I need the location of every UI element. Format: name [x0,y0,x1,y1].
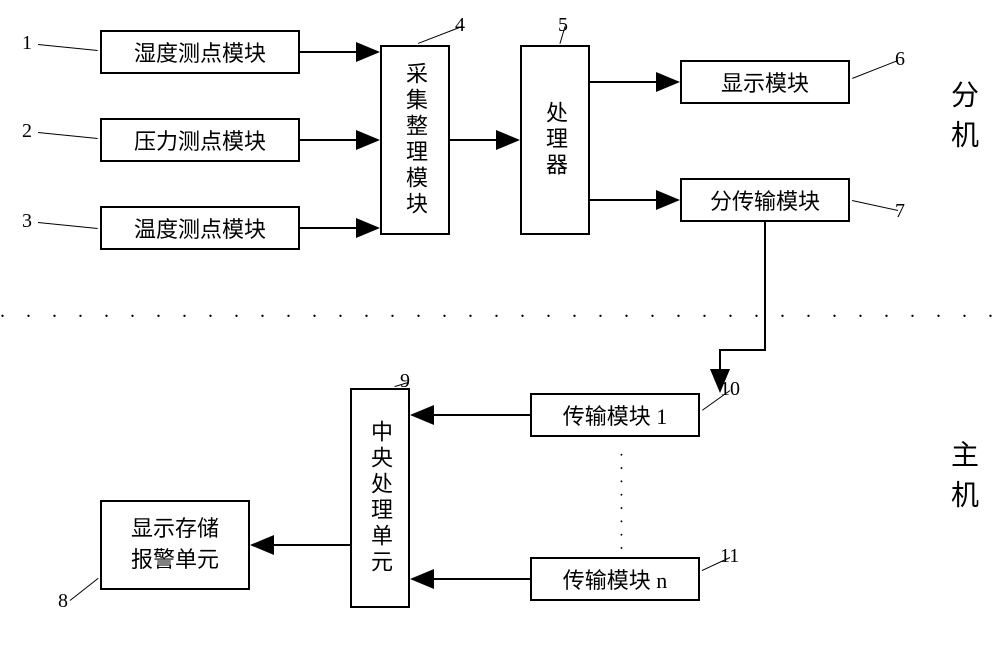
leader-l6 [852,60,898,79]
node-n1: 湿度测点模块 [100,30,300,74]
label-l8: 8 [58,590,68,613]
label-l9: 9 [400,370,410,393]
node-n7: 分传输模块 [680,178,850,222]
node-n5: 处理器 [520,45,590,235]
leader-l7 [852,200,898,211]
leader-l3 [38,222,98,229]
label-l1: 1 [22,32,32,55]
vertical-ellipsis: · · · · · · · · [611,452,629,553]
label-l2: 2 [22,120,32,143]
label-l3: 3 [22,210,32,233]
node-n9: 中央处理单元 [350,388,410,608]
leader-l2 [38,132,98,139]
node-n3: 温度测点模块 [100,206,300,250]
node-n10: 传输模块 1 [530,393,700,437]
label-l7: 7 [895,200,905,223]
section-label-top: 分机 [942,80,982,160]
node-n11: 传输模块 n [530,557,700,601]
section-label-bottom: 主机 [942,440,982,520]
node-n4: 采集整理模块 [380,45,450,235]
node-n2: 压力测点模块 [100,118,300,162]
section-divider: . . . . . . . . . . . . . . . . . . . . … [0,300,1000,323]
label-l10: 10 [720,378,740,401]
node-n8: 显示存储报警单元 [100,500,250,590]
node-n6: 显示模块 [680,60,850,104]
leader-l8 [70,578,99,601]
leader-l1 [38,44,98,51]
